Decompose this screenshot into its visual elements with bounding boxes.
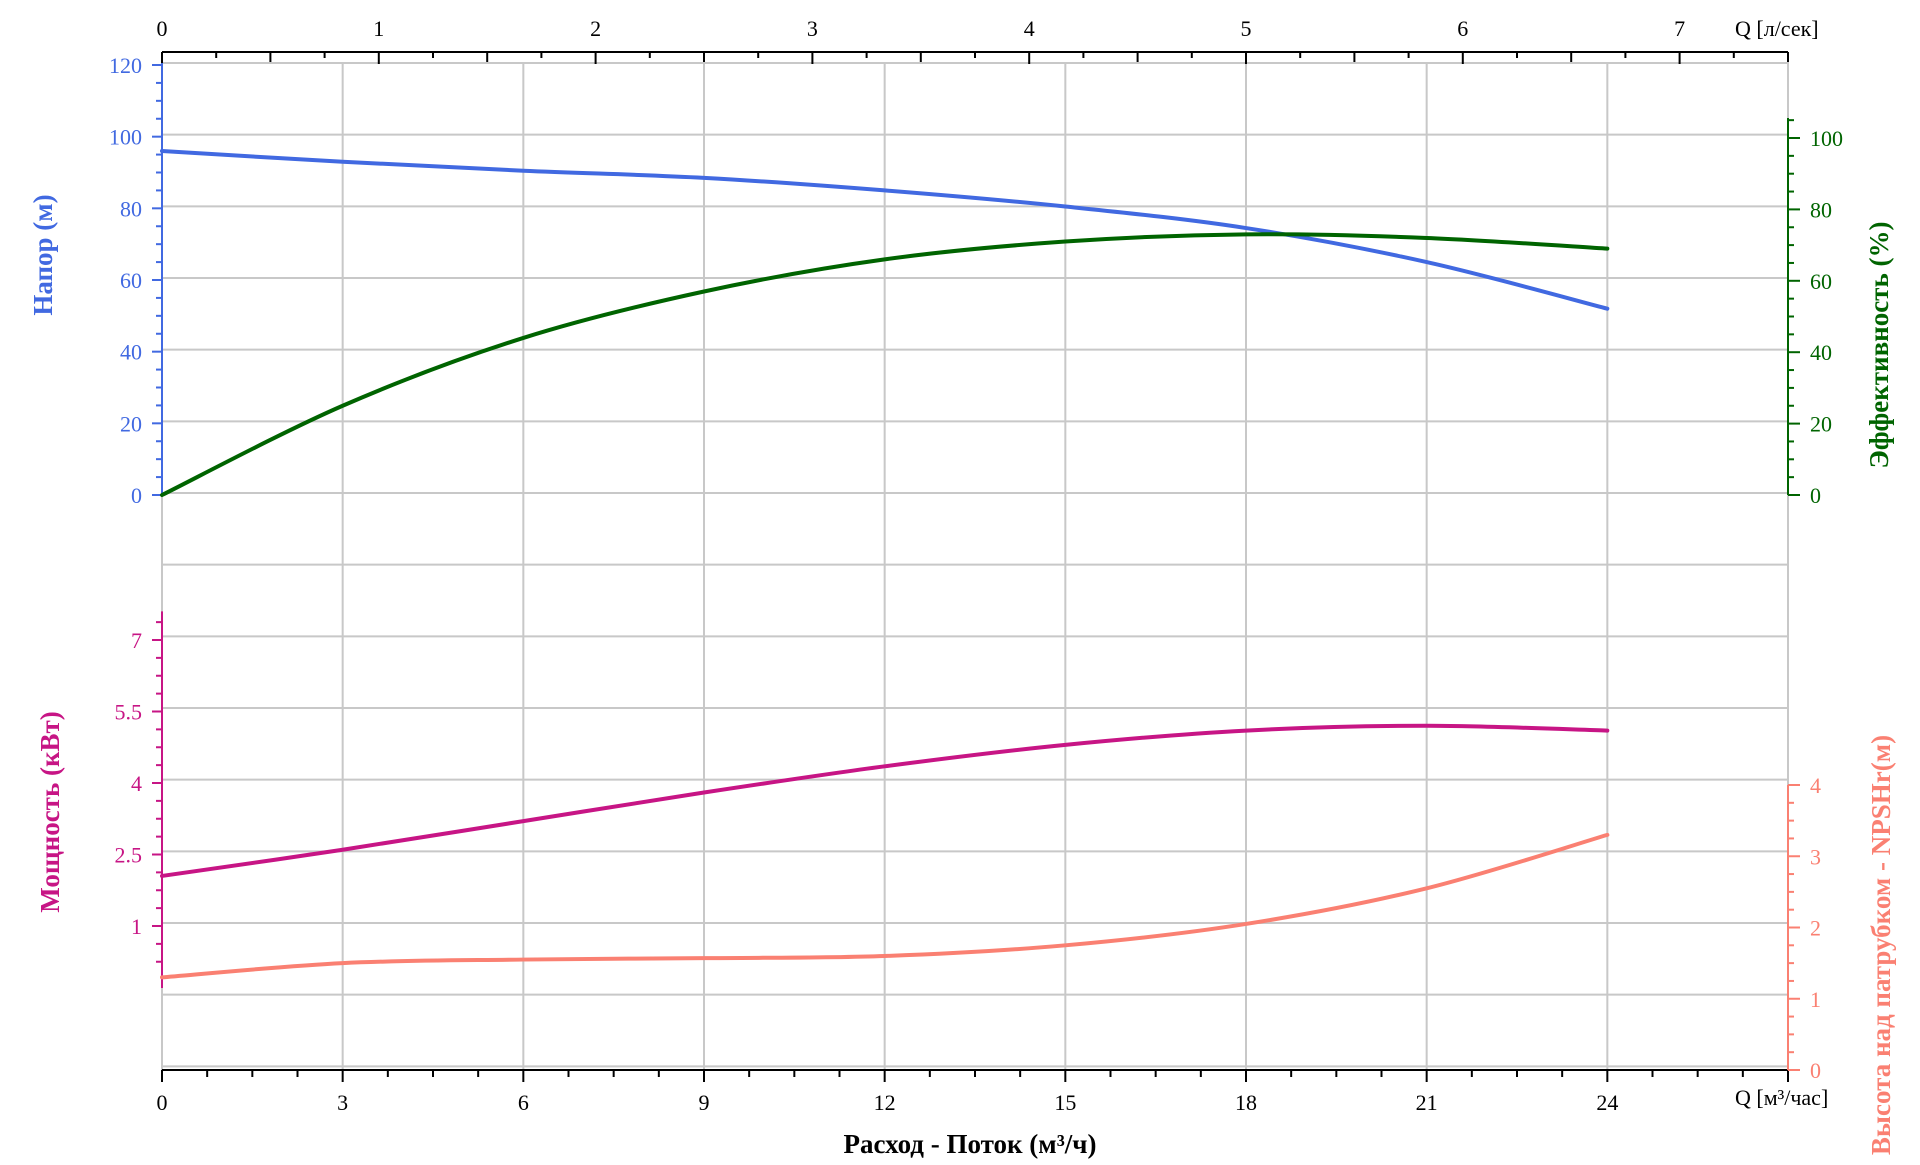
grid — [161, 62, 1789, 1071]
npshr-tick-label: 2 — [1810, 916, 1821, 941]
head-tick-label: 120 — [109, 53, 142, 78]
head-curve — [160, 149, 1610, 311]
x-tick-label: 9 — [699, 1090, 710, 1115]
x-tick-label: 18 — [1235, 1090, 1257, 1115]
efficiency-tick-label: 20 — [1810, 412, 1832, 437]
power-tick-label: 2.5 — [115, 843, 143, 868]
top-tick-label: 7 — [1674, 16, 1685, 41]
x-tick-label: 3 — [337, 1090, 348, 1115]
x-axis-unit-label: Q [м³/час] — [1735, 1085, 1828, 1110]
x-tick-label: 24 — [1596, 1090, 1618, 1115]
x-tick-label: 12 — [874, 1090, 896, 1115]
top-tick-label: 6 — [1457, 16, 1468, 41]
top-tick-label: 1 — [373, 16, 384, 41]
top-axis-unit-label: Q [л/сек] — [1735, 16, 1819, 41]
npshr-tick-label: 0 — [1810, 1058, 1821, 1083]
power-axis-title: Мощность (кВт) — [35, 711, 65, 913]
axis-titles: Расход - Поток (м³/ч) Q [м³/час] Q [л/се… — [28, 16, 1896, 1159]
npshr-curve — [160, 832, 1610, 980]
head-axis-title: Напор (м) — [28, 194, 58, 315]
axes: 0 3 6 9 12 15 18 21 240 1 2 3 4 5 6 7020406080100120020… — [109, 16, 1843, 1115]
x-tick-label: 21 — [1416, 1090, 1438, 1115]
head-tick-label: 60 — [120, 268, 142, 293]
top-tick-label: 2 — [590, 16, 601, 41]
head-tick-label: 20 — [120, 411, 142, 436]
top-tick-label: 4 — [1024, 16, 1035, 41]
head-tick-label: 40 — [120, 340, 142, 365]
x-axis-title: Расход - Поток (м³/ч) — [843, 1129, 1096, 1159]
x-tick-label: 15 — [1054, 1090, 1076, 1115]
npshr-axis-title: Высота над патрубком - NPSHr(м) — [1866, 735, 1896, 1155]
npshr-tick-label: 4 — [1810, 773, 1821, 798]
power-tick-label: 1 — [131, 914, 142, 939]
power-tick-label: 4 — [131, 771, 142, 796]
x-tick-label: 6 — [518, 1090, 529, 1115]
efficiency-tick-label: 60 — [1810, 269, 1832, 294]
head-tick-label: 100 — [109, 125, 142, 150]
x-tick-label: 0 — [157, 1090, 168, 1115]
series — [160, 149, 1610, 980]
top-tick-label: 0 — [157, 16, 168, 41]
top-tick-label: 3 — [807, 16, 818, 41]
npshr-tick-label: 1 — [1810, 987, 1821, 1012]
head-tick-label: 0 — [131, 483, 142, 508]
efficiency-axis-title: Эффективность (%) — [1864, 222, 1894, 469]
efficiency-tick-label: 40 — [1810, 340, 1832, 365]
efficiency-tick-label: 80 — [1810, 197, 1832, 222]
plot-frame — [161, 62, 1789, 1071]
power-tick-label: 5.5 — [115, 700, 143, 725]
power-tick-label: 7 — [131, 628, 142, 653]
efficiency-tick-label: 0 — [1810, 483, 1821, 508]
npshr-tick-label: 3 — [1810, 844, 1821, 869]
power-curve — [160, 723, 1610, 878]
head-tick-label: 80 — [120, 196, 142, 221]
top-tick-label: 5 — [1241, 16, 1252, 41]
efficiency-curve — [160, 232, 1610, 497]
efficiency-tick-label: 100 — [1810, 126, 1843, 151]
